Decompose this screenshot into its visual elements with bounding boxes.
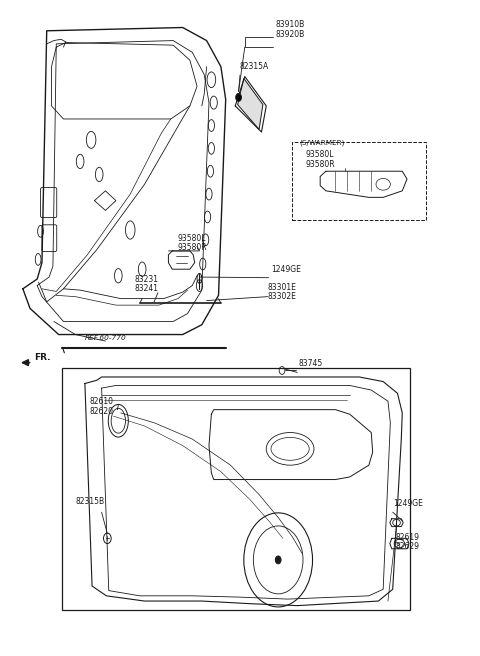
Text: 93580L: 93580L	[177, 234, 205, 243]
Circle shape	[276, 556, 281, 564]
Text: 1249GE: 1249GE	[393, 499, 422, 508]
Text: FR.: FR.	[34, 353, 50, 362]
Text: 93580R: 93580R	[177, 243, 206, 252]
Text: 83920B: 83920B	[276, 30, 305, 39]
Text: 83745: 83745	[298, 359, 323, 369]
Text: 83301E: 83301E	[268, 283, 297, 292]
Text: 83302E: 83302E	[268, 292, 297, 301]
Text: 83241: 83241	[134, 284, 158, 293]
Text: 83910B: 83910B	[276, 20, 305, 30]
Bar	[292, 142, 426, 220]
Text: 82619: 82619	[395, 533, 419, 542]
Text: 82629: 82629	[395, 542, 419, 551]
Text: 82315B: 82315B	[75, 497, 105, 506]
Text: 82315A: 82315A	[240, 62, 269, 72]
Text: 93580R: 93580R	[306, 159, 336, 169]
Text: REF.60-770: REF.60-770	[85, 335, 127, 341]
Text: 82610: 82610	[90, 398, 114, 406]
Polygon shape	[238, 79, 263, 129]
Text: 83231: 83231	[134, 275, 158, 283]
Text: (S/WARMER): (S/WARMER)	[300, 140, 345, 146]
Text: 82620: 82620	[90, 407, 114, 415]
Text: 1249GE: 1249GE	[271, 266, 301, 274]
Bar	[62, 369, 410, 610]
Circle shape	[236, 94, 241, 101]
Text: 93580L: 93580L	[306, 150, 335, 159]
